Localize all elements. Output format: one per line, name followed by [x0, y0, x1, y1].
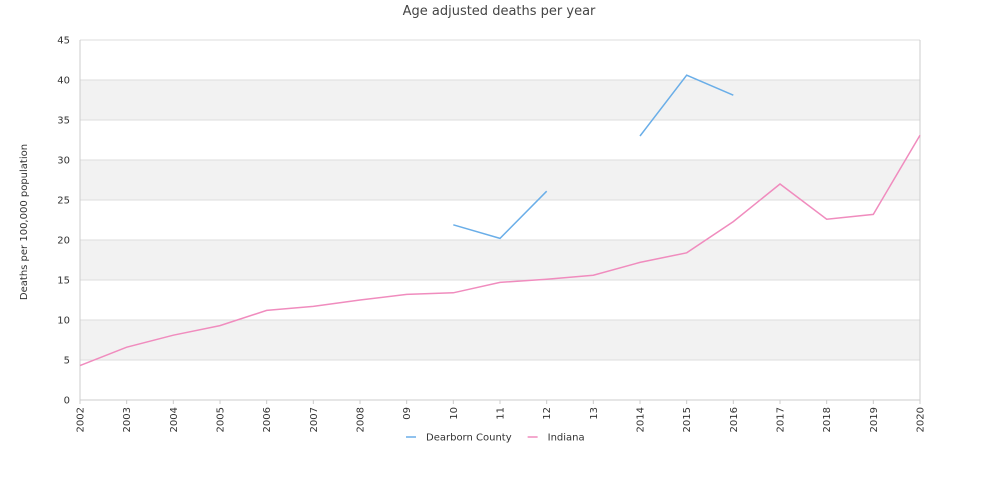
x-tick-label: 2015	[682, 407, 693, 432]
y-tick-label: 25	[57, 196, 70, 207]
x-tick-labels: 2002 2003 2004 2005 2006 2007 2008 09 10 11 12 13 20…	[76, 400, 927, 432]
y-tick-label: 45	[57, 36, 70, 47]
y-tick-label: 20	[57, 236, 70, 247]
series-line-indiana	[79, 134, 921, 367]
legend: Dearborn County Indiana	[406, 433, 585, 444]
x-tick-label: 2004	[169, 407, 180, 432]
y-tick-label: 10	[57, 316, 70, 327]
x-tick-label: 2008	[356, 407, 367, 432]
y-tick-labels: 0 5 10 15 20 25 30 35 40 45	[57, 36, 70, 407]
x-tick-label: 2005	[216, 407, 227, 432]
legend-label-dearborn-county: Dearborn County	[426, 433, 512, 444]
x-tick-label: 2002	[76, 407, 87, 432]
series-lines	[79, 74, 921, 367]
y-tick-label: 35	[57, 116, 70, 127]
grid-band	[80, 160, 920, 200]
x-tick-label: 13	[589, 407, 600, 420]
x-tick-label: 10	[449, 407, 460, 420]
x-tick-label: 2014	[636, 407, 647, 432]
x-tick-label: 2017	[776, 407, 787, 432]
y-tick-label: 30	[57, 156, 70, 167]
gridlines	[80, 39, 920, 401]
y-tick-label: 0	[64, 396, 70, 407]
x-tick-label: 2003	[122, 407, 133, 432]
y-tick-label: 40	[57, 76, 70, 87]
x-tick-label: 2006	[262, 407, 273, 432]
x-tick-label: 2007	[309, 407, 320, 432]
x-tick-label: 2020	[916, 407, 927, 432]
x-tick-label: 2016	[729, 407, 740, 432]
legend-label-indiana: Indiana	[548, 433, 585, 444]
series-line-dearborn-county	[453, 190, 548, 240]
y-tick-label: 15	[57, 276, 70, 287]
grid-band	[80, 240, 920, 280]
y-axis-label: Deaths per 100,000 population	[19, 144, 30, 300]
series-line-dearborn-county	[639, 74, 734, 137]
x-tick-label: 11	[496, 407, 507, 420]
x-tick-label: 2018	[822, 407, 833, 432]
grid-band	[80, 80, 920, 120]
chart-title: Age adjusted deaths per year	[403, 4, 596, 19]
y-tick-label: 5	[64, 356, 70, 367]
grid-band	[80, 320, 920, 360]
x-tick-label: 12	[542, 407, 553, 420]
background-bands	[80, 80, 920, 360]
x-tick-label: 2019	[869, 407, 880, 432]
x-tick-label: 09	[402, 407, 413, 420]
